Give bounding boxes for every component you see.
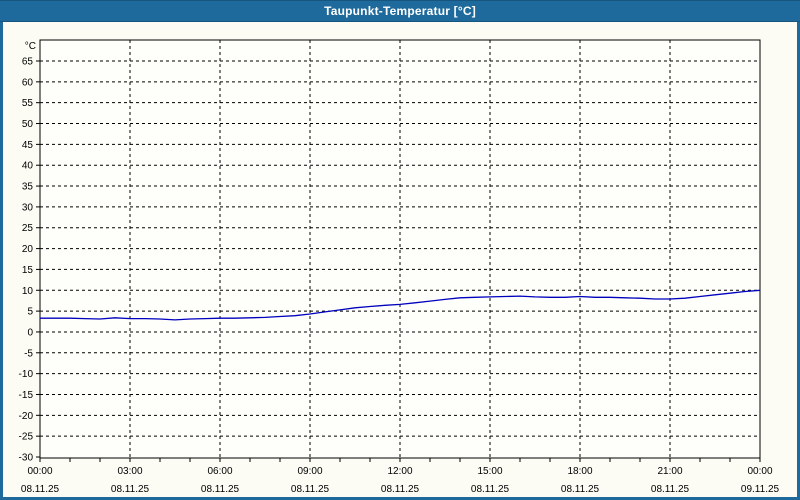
x-tick-date-label: 08.11.25 bbox=[21, 484, 60, 495]
y-tick-label: 65 bbox=[22, 57, 34, 68]
x-tick-date-label: 08.11.25 bbox=[381, 484, 420, 495]
dewpoint-temperature-chart: 65605550454035302520151050-5-10-15-20-25… bbox=[19, 39, 780, 495]
x-tick-date-label: 08.11.25 bbox=[561, 484, 600, 495]
y-tick-label: 10 bbox=[22, 286, 34, 297]
x-tick-date-label: 08.11.25 bbox=[201, 484, 240, 495]
y-tick-label: 15 bbox=[22, 265, 34, 276]
window-title: Taupunkt-Temperatur [°C] bbox=[324, 4, 476, 18]
y-tick-label: 50 bbox=[22, 119, 34, 130]
y-tick-label: -5 bbox=[24, 348, 33, 359]
y-tick-label: 45 bbox=[22, 140, 34, 151]
chart-area: 65 60 55 50 45 40 35 30 25 20 15 10 5 0 -5 -10 -15 -20 -25… bbox=[0, 22, 800, 500]
y-tick-label: -20 bbox=[19, 411, 34, 422]
x-tick-time-label: 03:00 bbox=[117, 466, 142, 477]
y-tick-label: 5 bbox=[27, 307, 33, 318]
x-tick-time-label: 00:00 bbox=[747, 466, 772, 477]
y-tick-label: 60 bbox=[22, 77, 34, 88]
x-tick-date-label: 08.11.25 bbox=[111, 484, 150, 495]
x-tick-date-label: 08.11.25 bbox=[651, 484, 690, 495]
x-tick-time-label: 12:00 bbox=[387, 466, 412, 477]
y-tick-label: 55 bbox=[22, 98, 34, 109]
x-tick-date-label: 08.11.25 bbox=[471, 484, 510, 495]
y-tick-label: -30 bbox=[19, 453, 34, 464]
x-tick-date-label: 09.11.25 bbox=[741, 484, 780, 495]
x-tick-time-label: 09:00 bbox=[297, 466, 322, 477]
x-tick-date-label: 08.11.25 bbox=[291, 484, 330, 495]
y-tick-label: 25 bbox=[22, 223, 34, 234]
x-tick-time-label: 21:00 bbox=[657, 466, 682, 477]
y-tick-label: -10 bbox=[19, 369, 34, 380]
y-tick-label: -15 bbox=[19, 390, 34, 401]
x-tick-time-label: 15:00 bbox=[477, 466, 502, 477]
x-tick-time-label: 06:00 bbox=[207, 466, 232, 477]
series-line-taupunkt-temperatur bbox=[40, 289, 761, 321]
y-tick-label: 30 bbox=[22, 202, 34, 213]
x-tick-time-label: 18:00 bbox=[567, 466, 592, 477]
y-tick-label: 0 bbox=[27, 327, 33, 338]
window-title-bar[interactable]: Taupunkt-Temperatur [°C] bbox=[0, 0, 800, 22]
x-tick-time-label: 00:00 bbox=[27, 466, 52, 477]
y-axis-unit-label: °C bbox=[25, 41, 36, 52]
y-tick-label: 20 bbox=[22, 244, 34, 255]
y-tick-label: 35 bbox=[22, 182, 34, 193]
y-tick-label: -25 bbox=[19, 432, 34, 443]
y-tick-label: 40 bbox=[22, 161, 34, 172]
